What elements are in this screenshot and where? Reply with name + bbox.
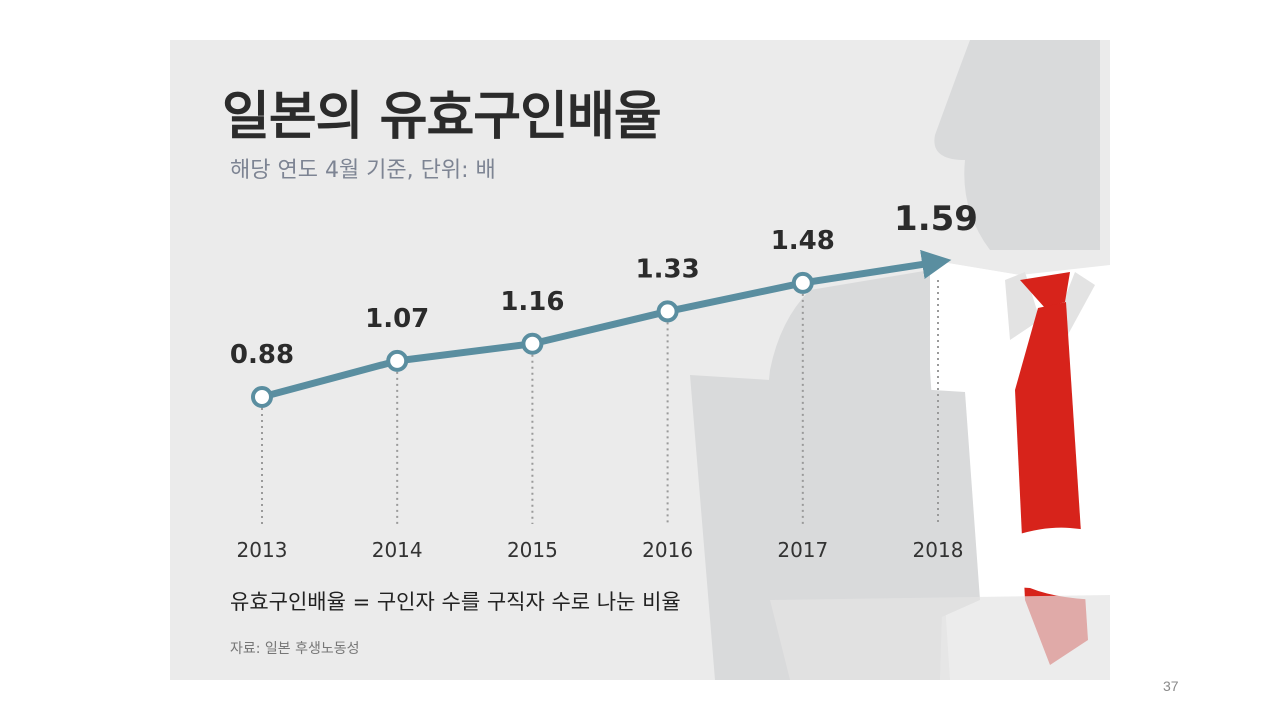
data-point-2013 [251,386,273,408]
series-line [258,249,952,401]
x-tick-label-2018: 2018 [913,538,964,562]
x-tick-label-2013: 2013 [237,538,288,562]
infographic-card: 일본의 유효구인배율 해당 연도 4월 기준, 단위: 배 0.88 1.07 1.… [170,40,1110,680]
x-tick-label-2015: 2015 [507,538,558,562]
value-label-2013: 0.88 [230,340,294,370]
x-tick-label-2014: 2014 [372,538,423,562]
data-point-2014 [386,349,409,372]
chart-subtitle: 해당 연도 4월 기준, 단위: 배 [230,158,496,183]
data-point-2017 [791,271,814,294]
value-label-2014: 1.07 [365,304,429,334]
value-label-2015: 1.16 [500,287,564,317]
line-chart: 0.881.071.161.331.481.59 2013 2014 2015 201… [230,199,978,562]
tie-shape [1020,272,1070,308]
hand-lower-silhouette [770,595,1110,680]
definition-note: 유효구인배율 = 구인자 수를 구직자 수로 나눈 비율 [230,590,681,614]
chart-points [251,271,814,408]
page-number: 37 [1163,678,1179,694]
value-label-2016: 1.33 [636,254,700,284]
chart-line-group [258,249,952,401]
chart-value-labels: 0.88 1.07 1.16 1.33 1.48 1.59 [230,199,978,370]
collar-shape-right [1060,272,1095,340]
data-point-2015 [521,332,544,355]
source-note: 자료: 일본 후생노동성 [230,641,360,657]
chart-guides [261,280,939,524]
businessman-illustration [690,40,1110,680]
data-point-2016 [656,300,679,323]
value-label-2017: 1.48 [771,226,835,256]
x-tick-label-2017: 2017 [777,538,828,562]
x-tick-label-2016: 2016 [642,538,693,562]
head-silhouette [934,40,1100,250]
page-title: 일본의 유효구인배율 [222,87,662,147]
value-label-2018: 1.59 [894,199,978,239]
hand-silhouette [980,527,1110,600]
collar-shape [1005,272,1040,340]
chart-x-tick-labels: 2013 2014 2015 2016 2017 2018 [237,538,964,562]
